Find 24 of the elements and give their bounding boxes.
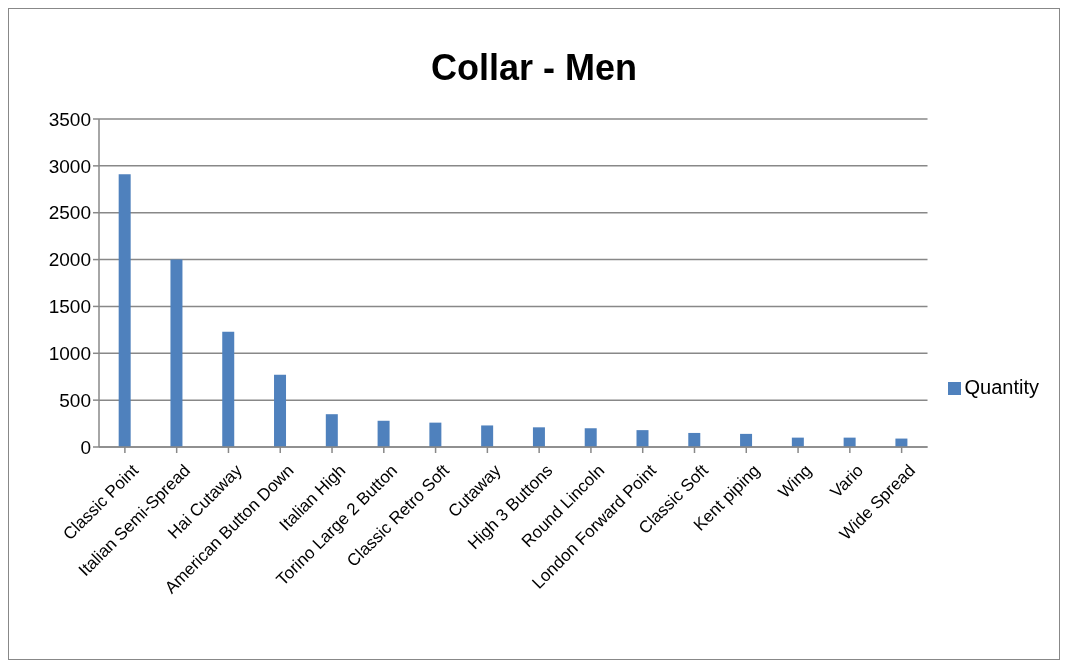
bar: [740, 433, 753, 447]
y-tick-label: 500: [59, 389, 91, 411]
bar: [170, 259, 183, 447]
y-tick-label: 2500: [48, 202, 91, 224]
x-tick-label: Vario: [826, 460, 868, 502]
y-tick-label: 2000: [48, 249, 91, 271]
y-tick-label: 0: [80, 436, 91, 458]
y-tick-label: 3500: [48, 108, 91, 130]
legend-label: Quantity: [964, 375, 1039, 398]
bar: [532, 427, 545, 447]
y-tick-label: 3000: [48, 155, 91, 177]
bar: [274, 374, 287, 447]
bar: [325, 414, 338, 447]
bar: [118, 174, 131, 447]
bar: [429, 422, 442, 447]
bar: [481, 425, 494, 447]
chart-title: Collar - Men: [430, 47, 638, 90]
y-tick-label: 1000: [48, 343, 91, 365]
bar: [377, 420, 390, 447]
bar: [584, 428, 597, 447]
y-tick-label: 1500: [48, 296, 91, 318]
bar: [688, 432, 701, 447]
bar: [636, 430, 649, 447]
bar: [222, 331, 235, 447]
